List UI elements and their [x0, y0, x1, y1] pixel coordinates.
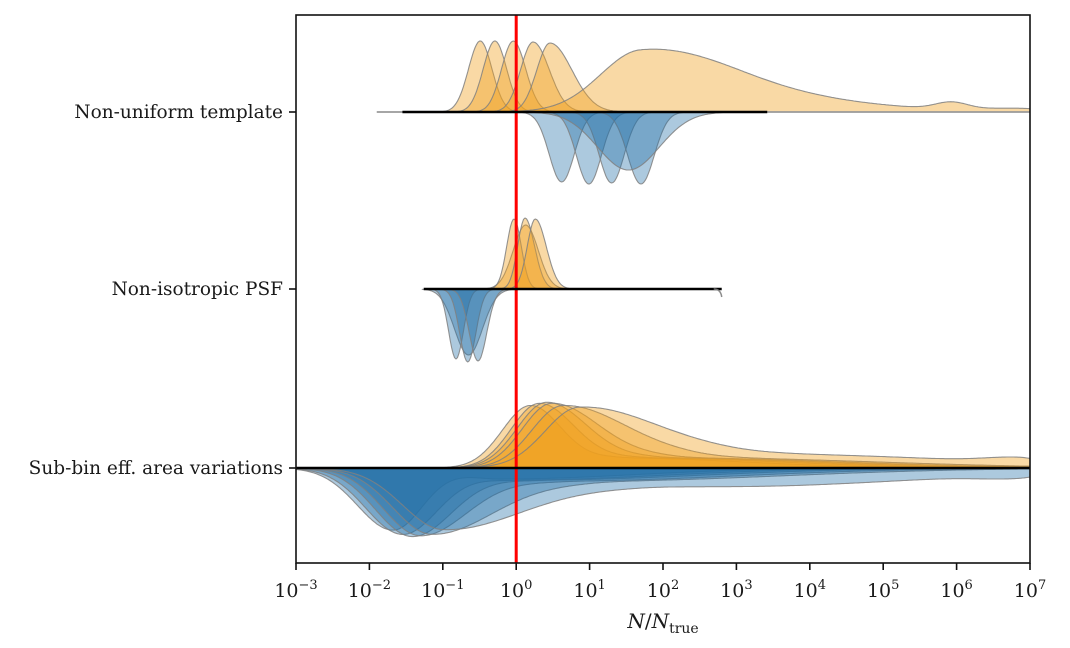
category-label-non-uniform-template: Non-uniform template [74, 102, 283, 123]
kde-outline-blue [518, 111, 605, 183]
kde-outline-orange [440, 40, 520, 113]
kde-outline-blue [295, 467, 1030, 537]
category-label-non-isotropic-psf: Non-isotropic PSF [112, 279, 284, 300]
kde-fill-blue [296, 468, 1000, 537]
kde-fill-blue [296, 468, 936, 535]
kde-outline-orange [505, 42, 626, 113]
kde-fill-orange [444, 403, 1030, 468]
x-tick-label-10e7: 107 [1014, 578, 1046, 602]
x-tick-label-10e-2: 10−2 [348, 578, 391, 602]
kde-outline-orange [495, 48, 1031, 113]
kde-outline-orange [442, 406, 1031, 469]
kde-outline-blue [421, 288, 516, 356]
x-axis-label: N/Ntrue [626, 609, 698, 637]
kde-outline-blue [596, 111, 686, 185]
kde-fill-orange [447, 402, 1030, 468]
kde-outline-orange [508, 218, 573, 290]
category-label-sub-bin-eff-area-variations: Sub-bin eff. area variations [29, 458, 283, 479]
kde-fill-orange [500, 218, 558, 289]
kde-fill-blue [431, 289, 481, 359]
kde-outline-orange [490, 41, 589, 113]
x-tick-label-10e-1: 10−1 [421, 578, 464, 602]
kde-outline-orange [455, 40, 535, 113]
kde-fill-orange [505, 43, 625, 112]
x-tick-label-10e2: 102 [647, 578, 679, 602]
kde-fill-blue [569, 112, 655, 183]
kde-outline-blue [304, 467, 1031, 531]
x-axis: 10−3 10−2 10−1 100 101 102 103 104 105 106 107 [274, 563, 1046, 602]
x-tick-label-10e5: 105 [867, 578, 899, 602]
kde-fill-blue [448, 289, 508, 361]
baseline-tail-hook [713, 288, 723, 298]
kde-fill-orange [483, 225, 568, 289]
kde-fill-orange [457, 405, 1030, 468]
kde-fill-blue [304, 468, 1030, 530]
kde-outline-blue [430, 288, 482, 360]
kde-outline-blue [440, 288, 495, 363]
row-sub-bin-eff-area-variations [295, 401, 1031, 538]
kde-fill-blue [519, 112, 605, 182]
kde-fill-orange [442, 407, 1030, 468]
kde-outline-blue [448, 288, 508, 362]
x-tick-label-10e4: 104 [794, 578, 826, 602]
x-tick-label-10e3: 103 [720, 578, 752, 602]
kde-outline-orange [456, 404, 1031, 469]
kde-fill-blue [296, 468, 875, 531]
x-tick-label-10e-3: 10−3 [274, 578, 317, 602]
row-non-isotropic-psf [421, 217, 573, 363]
kde-fill-orange [495, 49, 1031, 112]
x-tick-label-10e6: 106 [940, 578, 972, 602]
kde-fill-blue [547, 112, 631, 184]
kde-outline-blue [568, 111, 655, 184]
kde-fill-blue [525, 112, 732, 170]
kde-fill-orange [453, 403, 1031, 468]
kde-outline-blue [524, 111, 733, 171]
kde-fill-orange [508, 219, 572, 289]
kde-fill-blue [296, 468, 1030, 536]
kde-outline-orange [452, 402, 1031, 469]
kde-outline-blue [301, 467, 1030, 535]
x-tick-label-10e0: 100 [500, 578, 532, 602]
kde-outline-orange [499, 217, 558, 290]
kde-fill-orange [436, 405, 967, 468]
kde-outline-orange [446, 401, 1030, 469]
x-tick-label-10e1: 101 [573, 578, 605, 602]
kde-outline-orange [489, 218, 539, 290]
